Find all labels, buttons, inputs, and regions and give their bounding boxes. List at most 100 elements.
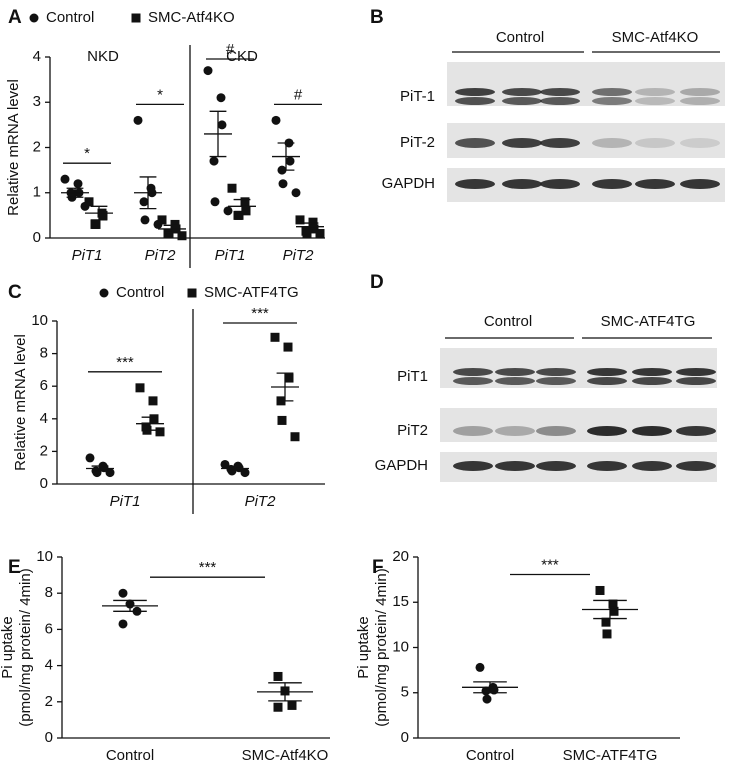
data-point [85, 453, 95, 463]
y-tick-label: 10 [31, 312, 48, 329]
y-tick-label: 4 [40, 410, 48, 427]
panel-label: C [8, 282, 22, 303]
y-tick-label: 0 [40, 475, 48, 492]
blot-band [592, 179, 632, 189]
data-point [595, 585, 605, 595]
data-point [223, 206, 233, 216]
data-point [273, 671, 283, 681]
data-point [290, 432, 300, 442]
blot-band [455, 88, 495, 96]
significance-label: *** [251, 305, 269, 322]
sem-bar [268, 682, 302, 702]
data-point [73, 179, 83, 189]
blot-band [632, 368, 672, 376]
blot-band [453, 377, 493, 385]
blot-band [536, 377, 576, 385]
data-point [285, 156, 295, 166]
x-tick-label: PiT2 [145, 247, 177, 264]
data-point [140, 215, 150, 225]
x-tick-label: PiT1 [215, 247, 246, 264]
x-tick-label: PiT2 [245, 493, 277, 510]
data-point [273, 702, 283, 712]
blot-band [632, 461, 672, 471]
y-tick-label: 6 [45, 620, 53, 637]
data-point [283, 342, 293, 352]
blot-band [502, 138, 542, 148]
legend-label: Control [116, 284, 164, 301]
data-point [308, 217, 318, 227]
data-point [277, 415, 287, 425]
significance-label: * [84, 145, 90, 162]
y-tick-label: 1 [33, 184, 41, 201]
significance-label: *** [199, 559, 217, 576]
sem-bar [209, 110, 227, 158]
legend-marker [99, 288, 109, 298]
data-point [240, 197, 250, 207]
sem-bar [277, 142, 295, 171]
y-tick-label: 15 [392, 593, 409, 610]
blot-band [592, 97, 632, 105]
blot-band [676, 377, 716, 385]
data-point [241, 206, 251, 216]
blot-band [680, 179, 720, 189]
group-label: NKD [87, 48, 119, 65]
y-tick-label: 10 [36, 548, 53, 565]
blot-band [676, 368, 716, 376]
blot-band [592, 138, 632, 148]
significance-label: # [226, 41, 235, 58]
blot-band [587, 368, 627, 376]
data-point [164, 228, 174, 238]
blot-band [502, 97, 542, 105]
blot-band [592, 88, 632, 96]
blot-band [540, 179, 580, 189]
blot-row-label: GAPDH [382, 175, 435, 192]
x-tick-label: PiT2 [283, 247, 315, 264]
y-tick-label: 2 [45, 693, 53, 710]
blot-band [680, 97, 720, 105]
data-point [216, 93, 226, 103]
y-tick-label: 3 [33, 93, 41, 110]
blot-band [536, 426, 576, 436]
sem-bar [163, 224, 181, 234]
data-point [295, 215, 305, 225]
x-tick-label: SMC-ATF4TG [563, 747, 658, 764]
blot-band [495, 426, 535, 436]
blot-band [587, 426, 627, 436]
data-point [60, 174, 70, 184]
legend-label: SMC-Atf4KO [148, 9, 235, 26]
data-point [157, 215, 167, 225]
data-point [133, 115, 143, 125]
blot-band [540, 97, 580, 105]
x-tick-label: SMC-Atf4KO [242, 747, 329, 764]
sem-bar [593, 599, 627, 620]
blot-strip [447, 123, 725, 158]
blot-band [540, 138, 580, 148]
data-point [139, 197, 149, 207]
sem-bar [91, 465, 109, 472]
legend-marker [187, 288, 197, 298]
significance-label: *** [116, 354, 134, 371]
data-point [315, 228, 325, 238]
sem-bar [226, 466, 244, 471]
blot-group-label: SMC-ATF4TG [601, 313, 696, 330]
data-point [475, 662, 485, 672]
blot-group-label: SMC-Atf4KO [612, 29, 699, 46]
legend-label: Control [46, 9, 94, 26]
blot-band [635, 138, 675, 148]
blot-band [587, 461, 627, 471]
blot-band [632, 377, 672, 385]
sem-bar [139, 176, 157, 210]
significance-label: *** [541, 556, 559, 573]
y-tick-label: 2 [40, 442, 48, 459]
blot-band [680, 138, 720, 148]
panel-label: D [370, 272, 384, 293]
y-tick-label: 10 [392, 638, 409, 655]
y-tick-label: 6 [40, 377, 48, 394]
blot-band [455, 179, 495, 189]
x-tick-label: Control [106, 747, 154, 764]
blot-band [635, 97, 675, 105]
data-point [284, 373, 294, 383]
legend-label: SMC-ATF4TG [204, 284, 299, 301]
y-axis-label: Relative mRNA level [5, 79, 22, 216]
significance-label: # [294, 86, 303, 103]
